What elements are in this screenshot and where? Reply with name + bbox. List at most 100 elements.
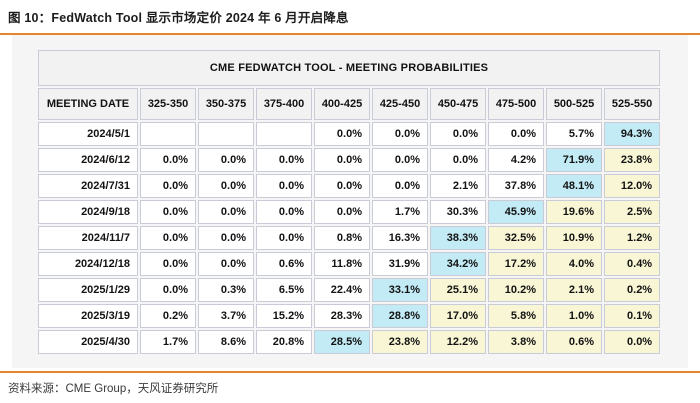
probability-cell: 17.0% bbox=[430, 304, 486, 328]
meeting-date-cell: 2025/3/19 bbox=[38, 304, 138, 328]
probability-cell: 11.8% bbox=[314, 252, 370, 276]
probability-cell: 0.0% bbox=[256, 174, 312, 198]
table-row: 2024/12/18 0.0% 0.0% 0.6% 11.8% 31.9% 34.2% 17.… bbox=[38, 252, 661, 276]
meeting-date-cell: 2025/4/30 bbox=[38, 330, 138, 354]
probability-cell: 0.0% bbox=[314, 122, 370, 146]
probability-cell: 8.6% bbox=[198, 330, 254, 354]
table-row: 2024/7/31 0.0% 0.0% 0.0% 0.0% 0.0% 2.1% 37.8% 48… bbox=[38, 174, 661, 198]
probability-cell: 23.8% bbox=[604, 148, 661, 172]
probability-cell: 0.0% bbox=[430, 122, 486, 146]
col-header-rate-range: 350-375 bbox=[198, 88, 254, 120]
probability-cell: 2.1% bbox=[546, 278, 602, 302]
probability-cell: 4.2% bbox=[488, 148, 544, 172]
probability-cell: 0.0% bbox=[140, 148, 196, 172]
probability-cell: 10.2% bbox=[488, 278, 544, 302]
probability-cell: 0.0% bbox=[372, 122, 428, 146]
table-row: 2024/9/18 0.0% 0.0% 0.0% 0.0% 1.7% 30.3% 45.9% 1… bbox=[38, 200, 661, 224]
probability-cell: 0.0% bbox=[372, 174, 428, 198]
col-header-rate-range: 400-425 bbox=[314, 88, 370, 120]
probability-cell: 28.3% bbox=[314, 304, 370, 328]
probability-cell: 1.7% bbox=[372, 200, 428, 224]
source-note: 资料来源：CME Group，天风证券研究所 bbox=[8, 383, 219, 395]
table-title-row: CME FEDWATCH TOOL - MEETING PROBABILITIE… bbox=[38, 50, 661, 86]
probability-cell: 0.6% bbox=[256, 252, 312, 276]
probability-cell: 17.2% bbox=[488, 252, 544, 276]
probability-cell bbox=[198, 122, 254, 146]
probability-cell: 0.0% bbox=[140, 200, 196, 224]
probability-cell: 33.1% bbox=[372, 278, 428, 302]
meeting-date-cell: 2024/7/31 bbox=[38, 174, 138, 198]
probability-cell: 22.4% bbox=[314, 278, 370, 302]
probability-cell: 20.8% bbox=[256, 330, 312, 354]
table-body: 2024/5/1 0.0% 0.0% 0.0% 0.0% 5.7% 94.3% 2024/6/… bbox=[38, 122, 661, 354]
probability-cell: 34.2% bbox=[430, 252, 486, 276]
col-header-rate-range: 525-550 bbox=[604, 88, 661, 120]
bottom-divider bbox=[0, 371, 700, 373]
table-row: 2024/11/7 0.0% 0.0% 0.0% 0.8% 16.3% 38.3% 32.5%… bbox=[38, 226, 661, 250]
col-header-rate-range: 475-500 bbox=[488, 88, 544, 120]
probability-cell: 1.2% bbox=[604, 226, 661, 250]
table-row: 2025/1/29 0.0% 0.3% 6.5% 22.4% 33.1% 25.1% 10.2… bbox=[38, 278, 661, 302]
probability-cell: 0.0% bbox=[140, 174, 196, 198]
probability-cell: 71.9% bbox=[546, 148, 602, 172]
probability-cell: 15.2% bbox=[256, 304, 312, 328]
probability-cell: 48.1% bbox=[546, 174, 602, 198]
probability-cell: 94.3% bbox=[604, 122, 661, 146]
top-divider bbox=[0, 33, 700, 35]
probability-cell: 37.8% bbox=[488, 174, 544, 198]
probability-cell: 0.8% bbox=[314, 226, 370, 250]
table-title: CME FEDWATCH TOOL - MEETING PROBABILITIE… bbox=[38, 50, 661, 86]
probability-cell: 1.7% bbox=[140, 330, 196, 354]
probability-cell: 0.3% bbox=[198, 278, 254, 302]
meeting-date-cell: 2024/11/7 bbox=[38, 226, 138, 250]
probability-cell: 0.0% bbox=[198, 252, 254, 276]
figure-title: 图 10：FedWatch Tool 显示市场定价 2024 年 6 月开启降息 bbox=[8, 11, 349, 25]
probability-cell: 16.3% bbox=[372, 226, 428, 250]
probability-cell: 31.9% bbox=[372, 252, 428, 276]
probability-cell: 0.0% bbox=[140, 252, 196, 276]
probability-cell: 0.0% bbox=[256, 200, 312, 224]
probability-cell: 0.0% bbox=[256, 148, 312, 172]
probability-cell: 32.5% bbox=[488, 226, 544, 250]
probability-cell: 19.6% bbox=[546, 200, 602, 224]
table-row: 2025/3/19 0.2% 3.7% 15.2% 28.3% 28.8% 17.0% 5.8… bbox=[38, 304, 661, 328]
probability-cell: 0.0% bbox=[488, 122, 544, 146]
probability-cell: 28.5% bbox=[314, 330, 370, 354]
probability-cell: 0.0% bbox=[198, 174, 254, 198]
meeting-date-cell: 2024/9/18 bbox=[38, 200, 138, 224]
probability-cell: 0.0% bbox=[256, 226, 312, 250]
probability-cell: 28.8% bbox=[372, 304, 428, 328]
probability-cell: 12.0% bbox=[604, 174, 661, 198]
probability-cell: 0.2% bbox=[604, 278, 661, 302]
table-row: 2025/4/30 1.7% 8.6% 20.8% 28.5% 23.8% 12.2% 3.8… bbox=[38, 330, 661, 354]
meeting-date-cell: 2024/12/18 bbox=[38, 252, 138, 276]
table-row: 2024/6/12 0.0% 0.0% 0.0% 0.0% 0.0% 0.0% 4.2% 71.… bbox=[38, 148, 661, 172]
probability-cell: 3.8% bbox=[488, 330, 544, 354]
probability-cell: 0.2% bbox=[140, 304, 196, 328]
probability-cell: 45.9% bbox=[488, 200, 544, 224]
probability-cell: 0.0% bbox=[140, 278, 196, 302]
fedwatch-table: CME FEDWATCH TOOL - MEETING PROBABILITIE… bbox=[36, 48, 662, 356]
probability-cell: 2.5% bbox=[604, 200, 661, 224]
probability-cell: 0.0% bbox=[198, 200, 254, 224]
col-header-rate-range: 425-450 bbox=[372, 88, 428, 120]
probability-cell: 0.1% bbox=[604, 304, 661, 328]
probability-cell: 12.2% bbox=[430, 330, 486, 354]
probability-cell: 25.1% bbox=[430, 278, 486, 302]
meeting-date-cell: 2024/6/12 bbox=[38, 148, 138, 172]
col-header-rate-range: 325-350 bbox=[140, 88, 196, 120]
col-header-meeting-date: MEETING DATE bbox=[38, 88, 138, 120]
probability-cell: 0.0% bbox=[314, 148, 370, 172]
probability-cell: 5.7% bbox=[546, 122, 602, 146]
table-row: 2024/5/1 0.0% 0.0% 0.0% 0.0% 5.7% 94.3% bbox=[38, 122, 661, 146]
probability-cell: 0.0% bbox=[314, 174, 370, 198]
probability-cell: 0.0% bbox=[198, 226, 254, 250]
probability-cell: 0.0% bbox=[140, 226, 196, 250]
col-header-rate-range: 375-400 bbox=[256, 88, 312, 120]
probability-cell: 6.5% bbox=[256, 278, 312, 302]
probability-cell: 2.1% bbox=[430, 174, 486, 198]
probability-cell: 0.0% bbox=[198, 148, 254, 172]
probability-cell: 0.0% bbox=[604, 330, 661, 354]
probability-cell: 0.4% bbox=[604, 252, 661, 276]
